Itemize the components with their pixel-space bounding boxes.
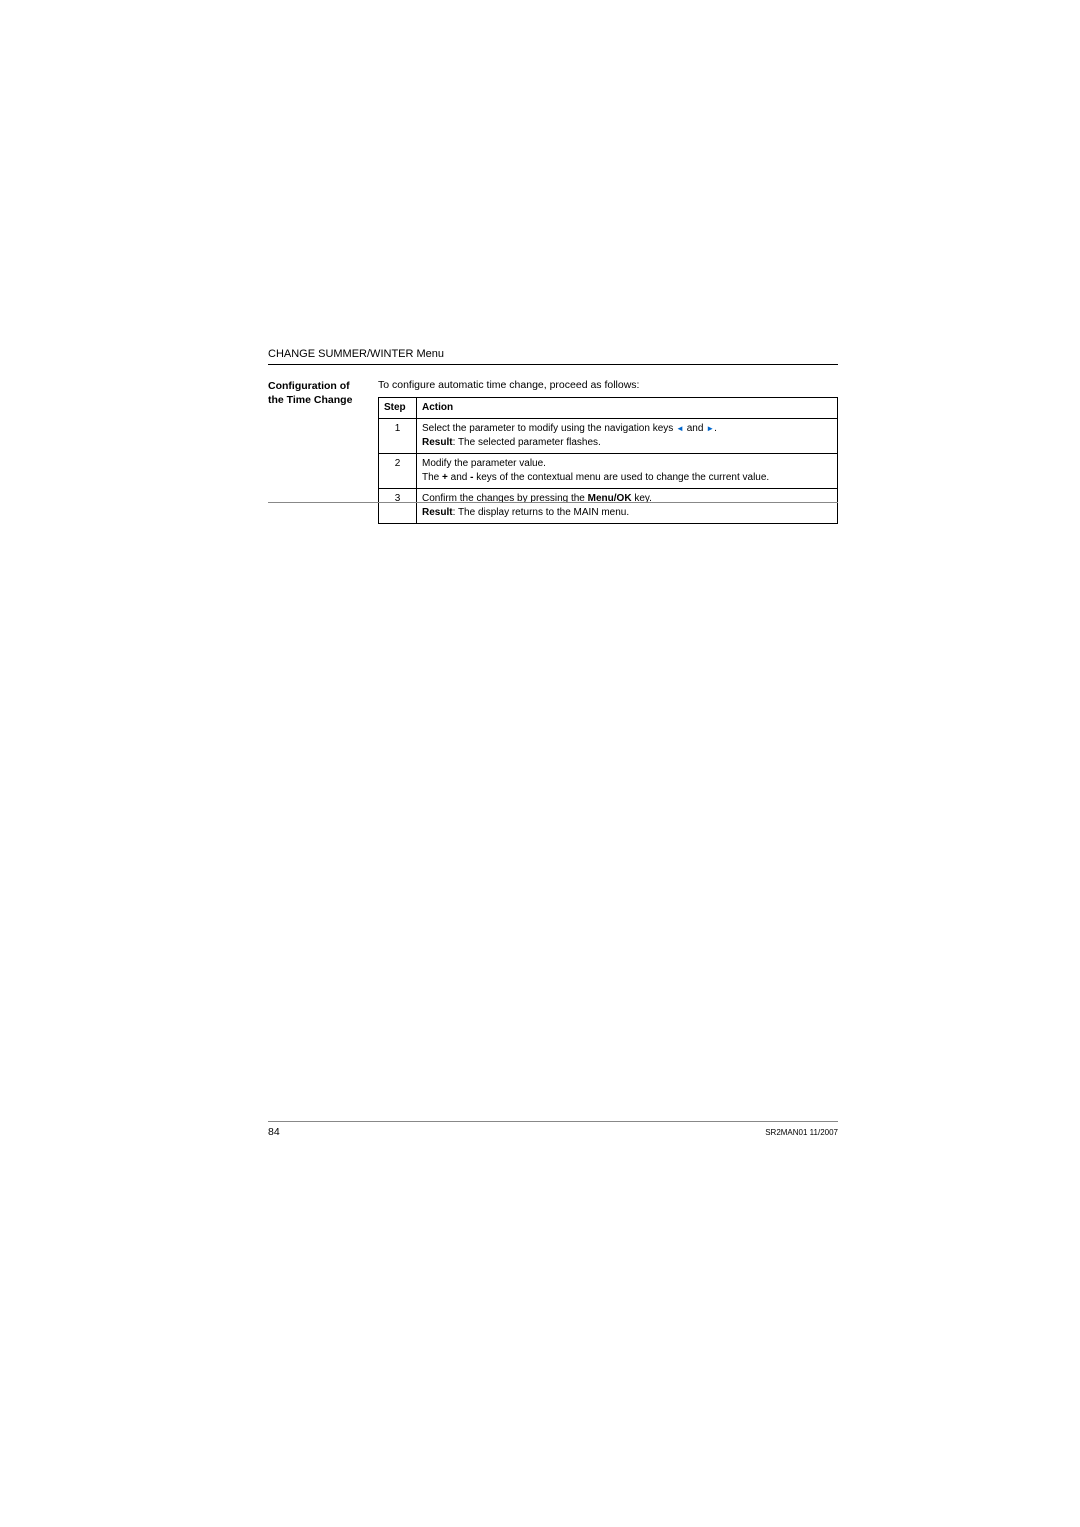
action-text: The	[422, 472, 442, 483]
table-row: 2 Modify the parameter value. The + and …	[379, 454, 838, 489]
page-content: CHANGE SUMMER/WINTER Menu Configuration …	[268, 348, 838, 524]
action-text: Select the parameter to modify using the…	[422, 423, 676, 434]
result-text: : The display returns to the MAIN menu.	[453, 507, 630, 518]
col-header-step: Step	[379, 398, 417, 419]
step-number: 2	[379, 454, 417, 489]
header-area: CHANGE SUMMER/WINTER Menu	[268, 348, 838, 365]
table-header-row: Step Action	[379, 398, 838, 419]
action-text: and	[448, 472, 470, 483]
action-text: and	[684, 423, 706, 434]
step-action: Select the parameter to modify using the…	[417, 419, 838, 454]
result-label: Result	[422, 507, 453, 518]
action-text: .	[714, 423, 717, 434]
footer-area: 84 SR2MAN01 11/2007	[268, 1121, 838, 1138]
step-action: Confirm the changes by pressing the Menu…	[417, 489, 838, 524]
result-label: Result	[422, 437, 453, 448]
action-text: keys of the contextual menu are used to …	[473, 472, 769, 483]
step-action: Modify the parameter value. The + and - …	[417, 454, 838, 489]
sidebar-label-line1: Configuration of	[268, 379, 368, 393]
section-header: CHANGE SUMMER/WINTER Menu	[268, 348, 838, 360]
table-row: 1 Select the parameter to modify using t…	[379, 419, 838, 454]
result-text: : The selected parameter flashes.	[453, 437, 601, 448]
step-number: 1	[379, 419, 417, 454]
content-bottom-rule	[268, 502, 838, 503]
intro-text: To configure automatic time change, proc…	[378, 379, 838, 391]
step-number: 3	[379, 489, 417, 524]
table-row: 3 Confirm the changes by pressing the Me…	[379, 489, 838, 524]
page-number: 84	[268, 1126, 280, 1138]
arrow-left-icon: ◄	[676, 424, 684, 433]
action-text: Modify the parameter value.	[422, 458, 546, 469]
doc-reference: SR2MAN01 11/2007	[765, 1128, 838, 1137]
col-header-action: Action	[417, 398, 838, 419]
sidebar-label-line2: the Time Change	[268, 393, 368, 407]
steps-table: Step Action 1 Select the parameter to mo…	[378, 397, 838, 524]
arrow-right-icon: ►	[706, 424, 714, 433]
